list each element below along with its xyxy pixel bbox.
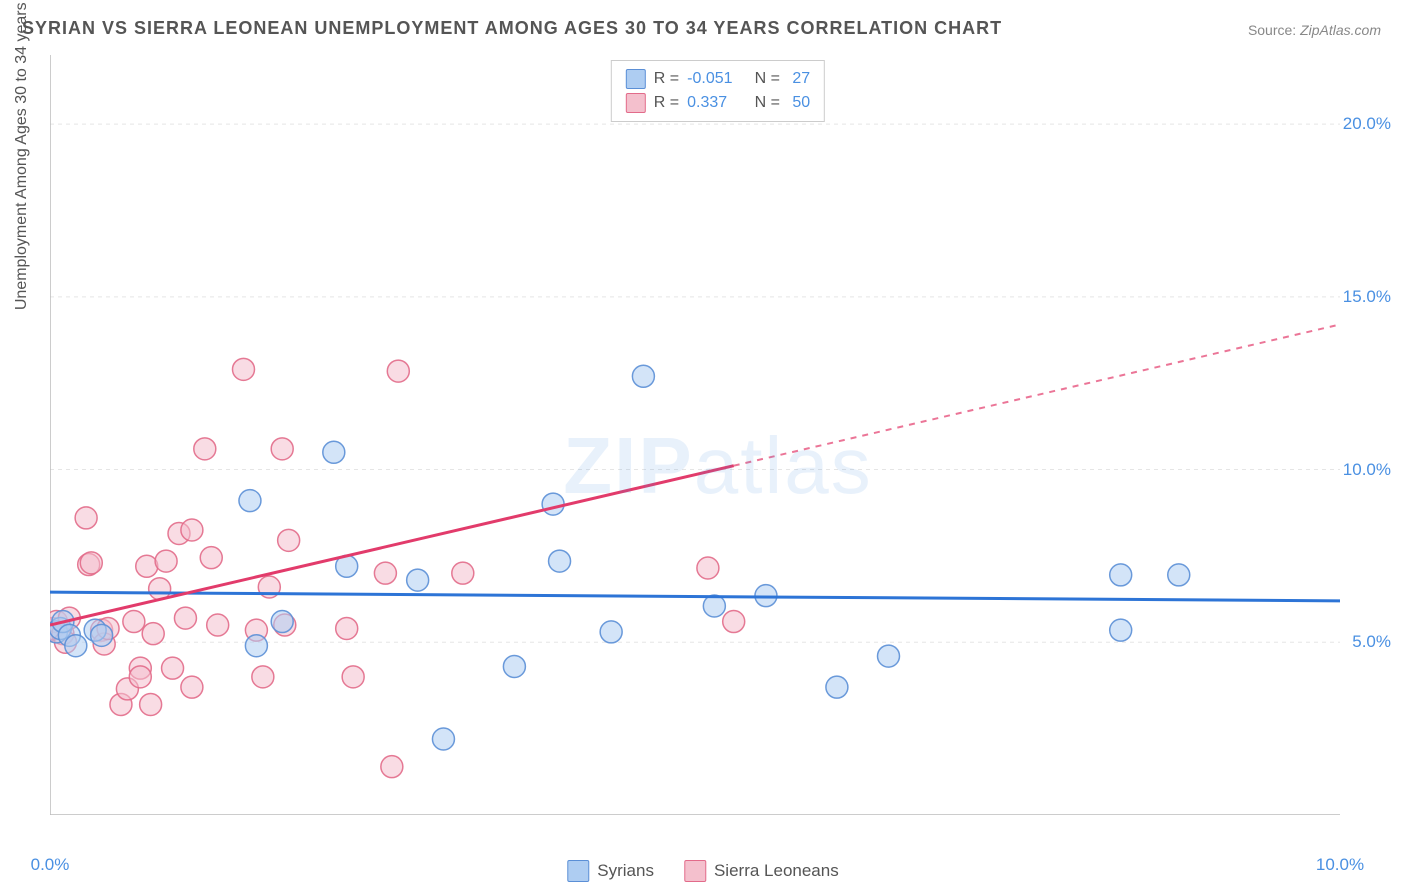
n-label: N = [750,94,780,112]
legend-item: Sierra Leoneans [684,860,839,882]
chart-title: SYRIAN VS SIERRA LEONEAN UNEMPLOYMENT AM… [22,18,1002,39]
n-label: N = [750,70,780,88]
n-value: 27 [788,70,810,88]
source-attribution: Source: ZipAtlas.com [1248,22,1381,38]
legend-swatch [626,93,646,113]
n-value: 50 [788,94,810,112]
source-label: Source: [1248,22,1296,38]
stat-row: R = 0.337 N = 50 [626,91,810,115]
y-tick-label: 5.0% [1352,632,1391,652]
y-tick-label: 15.0% [1343,287,1391,307]
y-tick-label: 10.0% [1343,460,1391,480]
r-label: R = [654,94,679,112]
legend-swatch [684,860,706,882]
legend-swatch [567,860,589,882]
legend-swatch [626,69,646,89]
r-label: R = [654,70,679,88]
source-value: ZipAtlas.com [1300,22,1381,38]
chart-container: Unemployment Among Ages 30 to 34 years Z… [50,55,1386,845]
x-tick-label: 0.0% [31,855,70,875]
x-tick-label: 10.0% [1316,855,1364,875]
legend-label: Syrians [597,861,654,881]
scatter-plot [50,55,1340,815]
y-axis-label: Unemployment Among Ages 30 to 34 years [13,2,31,310]
bottom-legend: Syrians Sierra Leoneans [567,860,838,882]
correlation-statistics-box: R = -0.051 N = 27 R = 0.337 N = 50 [611,60,825,122]
r-value: 0.337 [687,94,742,112]
legend-item: Syrians [567,860,654,882]
y-tick-label: 20.0% [1343,114,1391,134]
legend-label: Sierra Leoneans [714,861,839,881]
stat-row: R = -0.051 N = 27 [626,67,810,91]
r-value: -0.051 [687,70,742,88]
